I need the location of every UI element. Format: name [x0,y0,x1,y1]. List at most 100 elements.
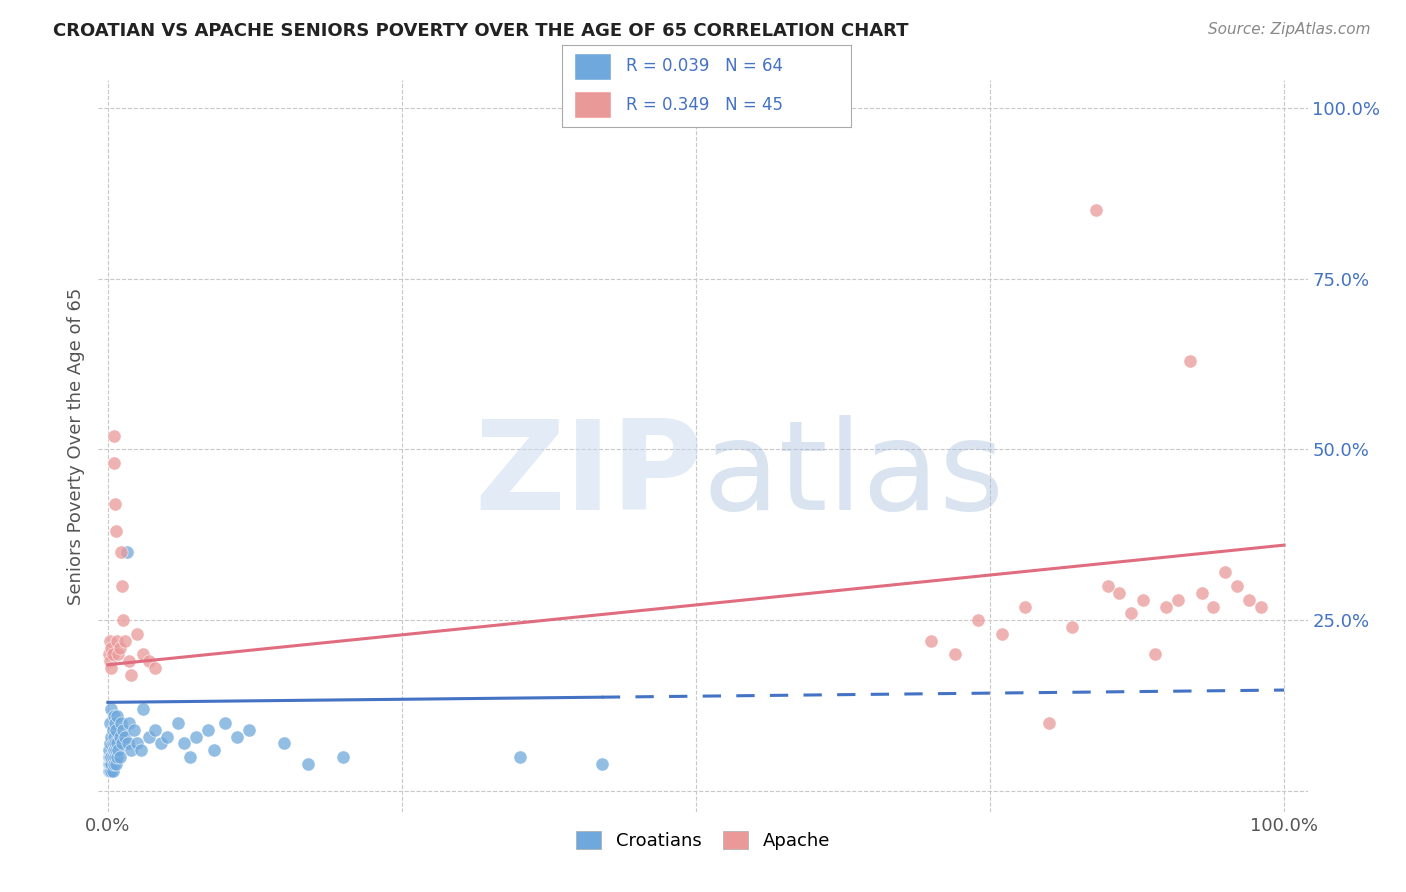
Point [508,750,530,764]
Point [98,654,121,668]
Point [98,750,121,764]
Text: ZIP: ZIP [474,415,703,536]
Point [1108,586,1130,600]
Point [149,736,172,750]
Point [105,743,128,757]
Point [114,633,136,648]
Point [98,743,121,757]
Point [108,730,131,744]
Point [101,723,124,737]
Point [100,730,122,744]
Point [143,723,166,737]
Point [115,545,138,559]
Y-axis label: Seniors Poverty Over the Age of 65: Seniors Poverty Over the Age of 65 [66,287,84,605]
Point [103,743,125,757]
Point [114,730,136,744]
Point [111,736,134,750]
Point [179,750,201,764]
Point [105,709,128,723]
Point [101,648,124,662]
Point [104,736,127,750]
Point [105,736,128,750]
Point [108,640,131,655]
Point [184,730,207,744]
Point [214,715,236,730]
FancyBboxPatch shape [574,91,612,119]
Point [98,764,121,778]
Legend: Croatians, Apache: Croatians, Apache [568,823,838,857]
Point [143,661,166,675]
FancyBboxPatch shape [574,53,612,80]
Point [98,756,121,771]
Point [105,524,128,539]
Point [990,627,1012,641]
Point [117,736,139,750]
Point [173,736,195,750]
Point [1191,586,1213,600]
Point [156,730,179,744]
Point [129,743,152,757]
Text: R = 0.039   N = 64: R = 0.039 N = 64 [626,57,783,75]
Text: CROATIAN VS APACHE SENIORS POVERTY OVER THE AGE OF 65 CORRELATION CHART: CROATIAN VS APACHE SENIORS POVERTY OVER … [53,22,908,40]
Point [1038,715,1060,730]
Point [127,627,149,641]
Point [238,723,260,737]
Point [101,764,124,778]
Point [120,668,142,682]
Point [591,756,613,771]
Point [273,736,295,750]
Point [104,715,127,730]
Point [101,750,124,764]
Point [101,736,124,750]
Point [132,648,155,662]
Point [1226,579,1249,593]
Point [1014,599,1036,614]
Point [122,723,145,737]
Point [105,756,128,771]
Text: Source: ZipAtlas.com: Source: ZipAtlas.com [1208,22,1371,37]
Point [98,764,121,778]
Point [98,715,121,730]
Point [103,709,125,723]
Point [105,633,128,648]
Point [105,723,128,737]
Point [167,715,190,730]
Point [98,633,121,648]
Point [1121,607,1143,621]
Point [967,613,990,627]
Point [1143,648,1166,662]
Point [332,750,354,764]
Point [100,750,122,764]
Point [226,730,249,744]
Point [1213,566,1236,580]
Point [98,648,121,662]
Point [1156,599,1178,614]
Point [112,613,135,627]
Point [104,750,127,764]
Point [138,730,160,744]
Point [1132,592,1154,607]
Point [103,429,125,443]
Point [1178,353,1201,368]
Text: atlas: atlas [703,415,1005,536]
Point [105,750,128,764]
Point [104,497,127,511]
Point [112,723,135,737]
Point [103,756,125,771]
Point [100,661,122,675]
Point [197,723,219,737]
Point [103,456,125,470]
Text: R = 0.349   N = 45: R = 0.349 N = 45 [626,96,783,114]
Point [1084,203,1107,218]
Point [297,756,319,771]
Point [107,648,129,662]
Point [1167,592,1189,607]
Point [920,633,942,648]
Point [1062,620,1084,634]
Point [127,736,149,750]
Point [138,654,160,668]
Point [1097,579,1119,593]
Point [110,715,132,730]
Point [98,736,121,750]
Point [1202,599,1225,614]
